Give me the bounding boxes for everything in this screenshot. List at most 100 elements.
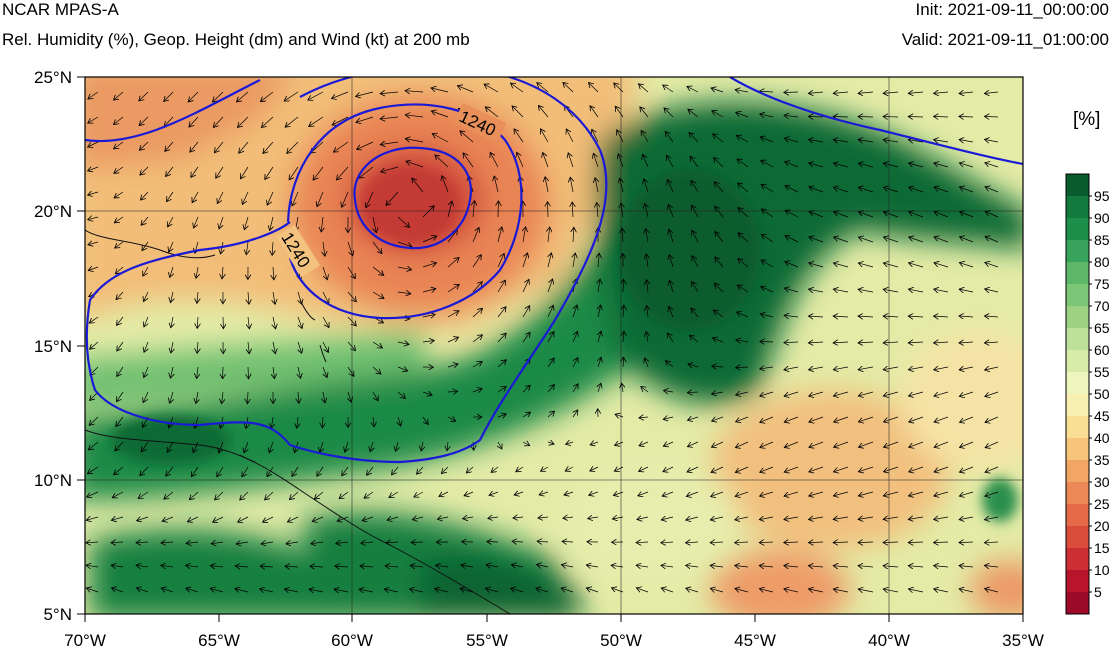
wind-arrow bbox=[536, 588, 549, 592]
wind-arrow bbox=[410, 589, 424, 592]
wind-arrow bbox=[422, 314, 435, 317]
wind-arrow bbox=[598, 279, 600, 293]
wind-arrow bbox=[908, 117, 924, 118]
wind-arrow bbox=[115, 241, 124, 248]
wind-arrow bbox=[784, 288, 799, 292]
wind-arrow bbox=[737, 159, 749, 168]
wind-arrow bbox=[381, 166, 399, 172]
wind-arrow bbox=[618, 154, 624, 168]
wind-arrow bbox=[114, 191, 124, 198]
wind-arrow bbox=[736, 416, 749, 422]
wind-arrow bbox=[372, 391, 378, 401]
wind-arrow bbox=[909, 491, 924, 496]
wind-arrow bbox=[934, 416, 949, 422]
wind-arrow bbox=[883, 92, 899, 93]
wind-arrow bbox=[959, 342, 974, 343]
wind-arrow bbox=[934, 566, 949, 567]
wind-arrow bbox=[460, 131, 474, 143]
wind-arrow bbox=[959, 391, 974, 396]
wind-arrow bbox=[643, 154, 649, 168]
wind-arrow bbox=[622, 228, 623, 243]
wind-arrow bbox=[144, 366, 148, 378]
wind-arrow bbox=[959, 466, 974, 472]
wind-arrow bbox=[141, 191, 149, 200]
wind-arrow bbox=[909, 416, 924, 422]
wind-arrow bbox=[883, 316, 899, 317]
wind-arrow bbox=[497, 253, 504, 268]
wind-arrow bbox=[692, 256, 699, 268]
wind-arrow bbox=[169, 241, 173, 252]
wind-arrow bbox=[143, 391, 149, 403]
wind-arrow bbox=[356, 116, 374, 122]
map-subtitle: Rel. Humidity (%), Geop. Height (dm) and… bbox=[2, 30, 470, 49]
wind-arrow bbox=[908, 342, 924, 343]
wind-arrow bbox=[834, 416, 849, 422]
lat-label-25n: 25°N bbox=[34, 68, 72, 87]
wind-arrow bbox=[884, 416, 899, 422]
wind-arrow bbox=[347, 266, 355, 279]
wind-arrow bbox=[984, 566, 999, 568]
wind-arrow bbox=[590, 106, 599, 118]
wind-arrow bbox=[623, 331, 624, 343]
wind-arrow bbox=[784, 542, 799, 543]
wind-arrow bbox=[735, 566, 749, 568]
wind-arrow bbox=[711, 88, 724, 92]
wind-arrow bbox=[397, 216, 410, 227]
wind-arrow bbox=[735, 491, 749, 496]
wind-arrow bbox=[545, 177, 548, 193]
wind-arrow bbox=[711, 491, 724, 497]
wind-arrow bbox=[621, 203, 623, 218]
wind-arrow bbox=[361, 542, 374, 543]
wind-arrow bbox=[809, 367, 824, 370]
wind-arrow bbox=[213, 516, 224, 522]
wind-arrow bbox=[833, 163, 849, 168]
wind-arrow bbox=[736, 367, 749, 368]
wind-arrow bbox=[784, 115, 799, 117]
wind-arrow bbox=[522, 332, 530, 343]
wind-arrow bbox=[858, 416, 874, 422]
wind-arrow bbox=[372, 266, 384, 275]
wind-arrow bbox=[761, 209, 774, 218]
wind-arrow bbox=[710, 517, 724, 520]
wind-arrow bbox=[669, 306, 673, 318]
wind-arrow bbox=[959, 367, 974, 370]
wind-arrow bbox=[809, 441, 824, 447]
wind-arrow bbox=[115, 441, 124, 451]
wind-arrow bbox=[735, 542, 749, 543]
wind-arrow bbox=[908, 289, 924, 292]
wind-arrow bbox=[738, 183, 749, 193]
wind-arrow bbox=[934, 163, 949, 168]
wind-arrow bbox=[645, 358, 649, 368]
valid-time: Valid: 2021-09-11_01:00:00 bbox=[901, 30, 1109, 49]
wind-arrow bbox=[466, 466, 474, 473]
wind-arrow bbox=[909, 163, 924, 168]
wind-arrow bbox=[713, 134, 724, 143]
wind-arrow bbox=[760, 114, 774, 117]
wind-arrow bbox=[484, 84, 499, 93]
wind-arrow bbox=[736, 112, 749, 118]
colorbar-label: 60 bbox=[1094, 342, 1110, 358]
lat-label-15n: 15°N bbox=[34, 337, 72, 356]
wind-arrow bbox=[934, 517, 949, 520]
wind-arrow bbox=[222, 266, 223, 279]
wind-arrow bbox=[265, 491, 274, 500]
wind-arrow bbox=[143, 266, 149, 276]
wind-arrow bbox=[397, 267, 412, 270]
wind-arrow bbox=[562, 541, 574, 542]
wind-arrow bbox=[809, 263, 824, 268]
wind-arrow bbox=[431, 111, 449, 118]
wind-arrow bbox=[522, 385, 530, 393]
wind-arrow bbox=[959, 263, 974, 268]
wind-arrow bbox=[688, 109, 699, 118]
colorbar-label: 40 bbox=[1094, 430, 1110, 446]
wind-arrow bbox=[86, 565, 99, 567]
wind-arrow bbox=[687, 86, 699, 93]
wind-arrow bbox=[284, 91, 299, 101]
wind-arrow bbox=[590, 467, 599, 471]
wind-arrow bbox=[117, 316, 124, 325]
colorbar-swatch bbox=[1066, 218, 1089, 241]
wind-arrow bbox=[292, 466, 299, 477]
wind-arrow bbox=[473, 201, 475, 218]
wind-arrow bbox=[883, 542, 899, 543]
wind-arrow bbox=[662, 492, 674, 496]
